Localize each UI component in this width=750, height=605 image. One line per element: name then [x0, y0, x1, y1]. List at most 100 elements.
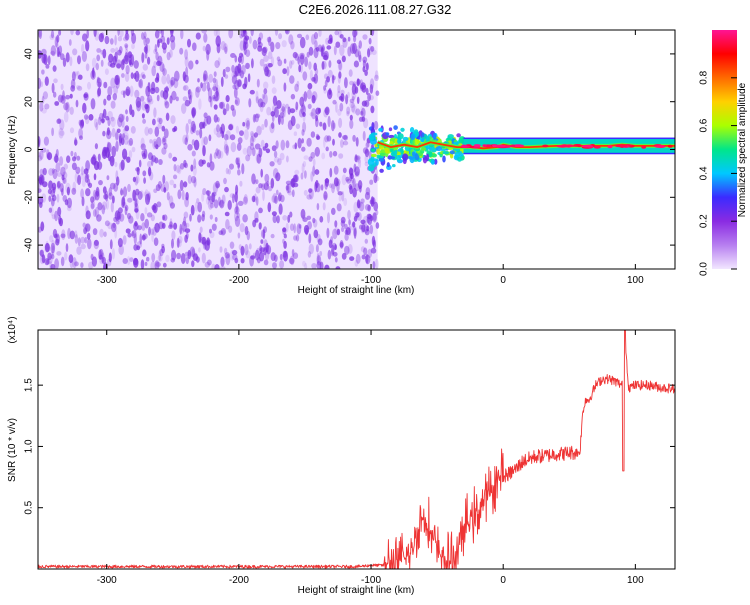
noise-blob — [146, 191, 151, 201]
noise-blob — [271, 145, 277, 152]
noise-blob — [211, 223, 217, 231]
noise-blob — [340, 93, 345, 102]
spread-blob — [367, 158, 375, 166]
noise-blob — [148, 192, 151, 201]
noise-blob — [39, 150, 44, 160]
noise-blob — [234, 65, 239, 77]
noise-blob — [252, 147, 256, 157]
noise-blob — [360, 246, 366, 253]
noise-blob — [348, 219, 351, 226]
noise-blob — [331, 74, 335, 84]
noise-blob — [347, 46, 352, 57]
noise-blob — [370, 46, 375, 52]
spread-blob — [378, 158, 385, 162]
noise-blob — [157, 38, 163, 43]
noise-blob — [60, 95, 66, 104]
noise-blob — [229, 134, 236, 141]
spread-blob — [371, 122, 375, 130]
noise-blob — [231, 64, 235, 73]
noise-blob — [349, 80, 354, 86]
noise-blob — [333, 45, 337, 56]
noise-blob — [41, 69, 45, 75]
noise-blob — [220, 266, 226, 269]
noise-blob — [96, 76, 100, 84]
noise-blob — [264, 118, 268, 128]
noise-blob — [323, 194, 328, 200]
noise-blob — [214, 60, 220, 69]
noise-blob — [336, 203, 342, 212]
noise-blob — [207, 198, 213, 210]
noise-blob — [180, 253, 186, 264]
noise-blob — [106, 175, 110, 181]
noise-blob — [223, 134, 229, 141]
noise-blob — [316, 254, 322, 266]
noise-blob — [317, 238, 323, 246]
ridge-hotspot — [607, 145, 613, 149]
noise-blob — [230, 104, 235, 111]
noise-blob — [336, 90, 341, 99]
noise-blob — [302, 260, 306, 267]
ridge-hotspot — [494, 144, 507, 148]
noise-blob — [68, 39, 72, 46]
noise-blob — [334, 30, 340, 36]
noise-blob — [294, 169, 300, 175]
noise-blob — [349, 101, 355, 109]
noise-blob — [213, 30, 218, 37]
spread-blob — [390, 152, 396, 156]
noise-blob — [220, 41, 226, 51]
noise-blob — [258, 207, 263, 214]
noise-blob — [304, 170, 307, 179]
spread-blob — [409, 127, 415, 133]
noise-blob — [66, 205, 72, 212]
noise-blob — [114, 75, 119, 85]
noise-blob — [204, 240, 210, 251]
noise-blob — [147, 192, 151, 203]
noise-blob — [124, 52, 129, 62]
noise-blob — [314, 40, 318, 50]
noise-blob — [105, 199, 110, 210]
noise-blob — [168, 79, 173, 89]
noise-blob — [190, 204, 195, 216]
noise-blob — [53, 91, 57, 98]
noise-blob — [108, 252, 112, 263]
noise-blob — [38, 196, 44, 205]
noise-blob — [124, 32, 130, 41]
noise-blob — [79, 119, 85, 129]
noise-blob — [50, 254, 55, 260]
noise-blob — [180, 30, 184, 40]
noise-blob — [314, 146, 320, 157]
noise-blob — [142, 74, 146, 80]
noise-blob — [150, 261, 156, 269]
spectrogram-x-label: Height of straight line (km) — [298, 285, 415, 296]
noise-blob — [135, 208, 140, 220]
spectrogram-marks — [38, 30, 675, 269]
noise-blob — [239, 180, 243, 187]
noise-blob — [38, 135, 41, 146]
spread-blob — [370, 132, 378, 136]
noise-blob — [144, 191, 148, 197]
noise-blob — [90, 200, 96, 209]
ridge-hotspot — [505, 145, 512, 148]
noise-blob — [227, 168, 231, 175]
noise-blob — [252, 114, 256, 123]
noise-blob — [347, 209, 351, 220]
noise-blob — [337, 61, 343, 72]
noise-blob — [185, 222, 190, 228]
noise-blob — [138, 159, 142, 168]
noise-blob — [94, 143, 98, 150]
noise-blob — [301, 146, 306, 152]
noise-blob — [355, 108, 361, 116]
noise-blob — [145, 85, 151, 97]
noise-blob — [365, 142, 370, 149]
noise-blob — [276, 100, 282, 109]
noise-blob — [211, 192, 216, 203]
noise-blob — [372, 261, 376, 269]
noise-blob — [331, 207, 336, 215]
noise-blob — [86, 232, 91, 240]
noise-blob — [236, 79, 242, 88]
noise-blob — [350, 173, 354, 180]
noise-blob — [161, 74, 167, 85]
noise-blob — [146, 212, 153, 218]
noise-blob — [103, 98, 107, 106]
noise-blob — [162, 47, 167, 54]
